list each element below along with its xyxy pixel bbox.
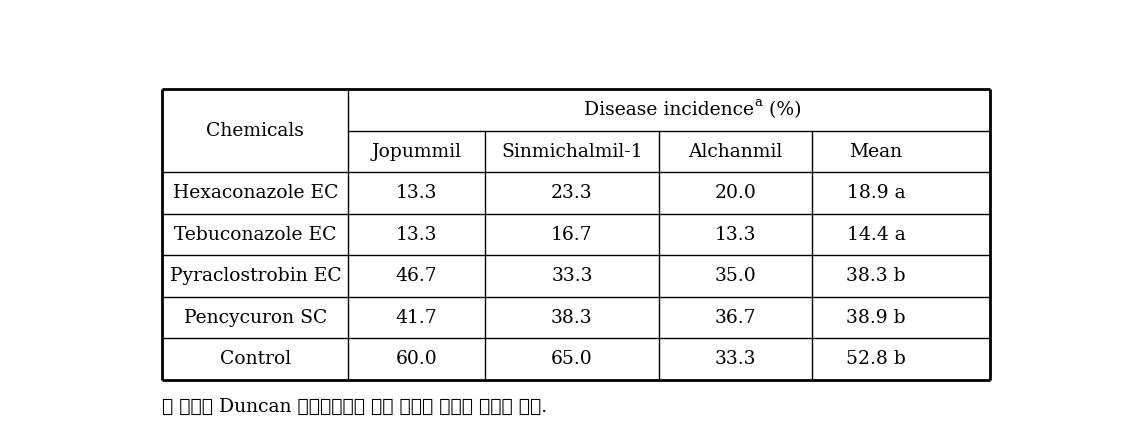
Text: 46.7: 46.7 [396,267,437,285]
Text: Sinmichalmil-1: Sinmichalmil-1 [501,143,643,161]
Text: 33.3: 33.3 [551,267,592,285]
Text: 13.3: 13.3 [396,226,437,244]
Text: 41.7: 41.7 [396,309,437,327]
Text: 20.0: 20.0 [715,184,756,202]
Text: Control: Control [220,350,291,368]
Text: 18.9 a: 18.9 a [846,184,905,202]
Text: 38.9 b: 38.9 b [846,309,906,327]
Text: Pencycuron SC: Pencycuron SC [183,309,327,327]
Text: Pyraclostrobin EC: Pyraclostrobin EC [170,267,342,285]
Text: a: a [754,96,762,109]
Text: 38.3 b: 38.3 b [846,267,906,285]
Text: Jopummil: Jopummil [372,143,462,161]
Text: 16.7: 16.7 [551,226,592,244]
Text: 33.3: 33.3 [715,350,756,368]
Text: Mean: Mean [850,143,903,161]
Text: Hexaconazole EC: Hexaconazole EC [173,184,338,202]
Text: 38.3: 38.3 [551,309,592,327]
Text: 52.8 b: 52.8 b [846,350,906,368]
Text: Chemicals: Chemicals [207,122,305,140]
Text: 23.3: 23.3 [551,184,592,202]
Text: Tebuconazole EC: Tebuconazole EC [174,226,336,244]
Text: 35.0: 35.0 [715,267,756,285]
Text: 13.3: 13.3 [715,226,756,244]
Text: 13.3: 13.3 [396,184,437,202]
Text: 14.4 a: 14.4 a [846,226,906,244]
Text: 65.0: 65.0 [551,350,592,368]
Text: ※ 평균은 Duncan 다중검정으로 다른 문자는 유의성 있음을 의미.: ※ 평균은 Duncan 다중검정으로 다른 문자는 유의성 있음을 의미. [162,398,547,416]
Text: Disease incidence: Disease incidence [584,101,754,119]
Text: 36.7: 36.7 [715,309,756,327]
Text: (%): (%) [763,101,801,119]
Text: 60.0: 60.0 [396,350,437,368]
Text: Alchanmil: Alchanmil [688,143,782,161]
